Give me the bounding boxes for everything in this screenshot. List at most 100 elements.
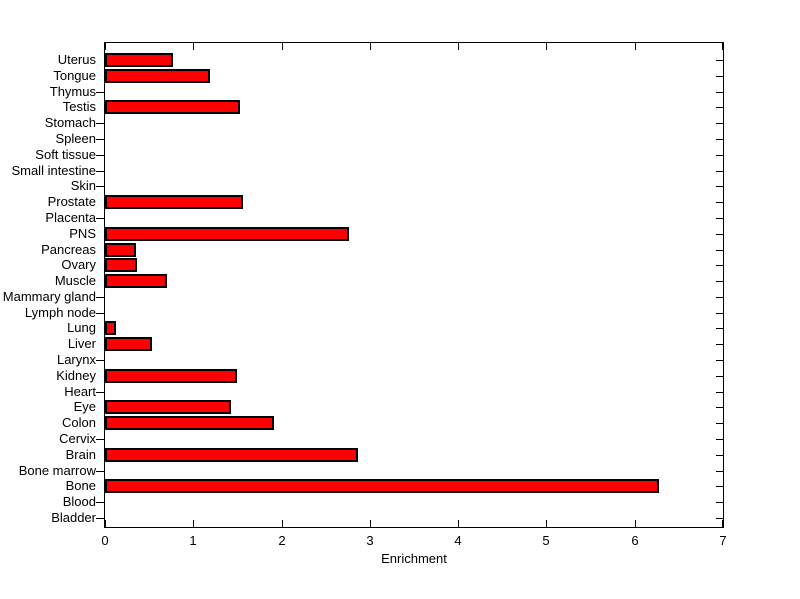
y-tick-label: Bone — [65, 478, 96, 494]
y-tick — [96, 439, 104, 441]
y-tick-label: Pancreas — [41, 241, 96, 257]
x-tick — [635, 43, 636, 50]
y-tick — [96, 170, 104, 172]
x-tick — [458, 43, 459, 50]
y-tick — [716, 297, 723, 298]
y-tick-label: Kidney — [56, 367, 96, 383]
x-tick — [722, 520, 723, 527]
y-tick — [96, 154, 104, 156]
y-tick-label: Soft tissue — [35, 146, 96, 162]
y-tick-label: Stomach — [44, 115, 96, 131]
y-tick — [96, 312, 104, 314]
y-tick — [716, 218, 723, 219]
y-tick — [96, 296, 104, 298]
y-tick-label: Bone marrow — [18, 462, 96, 478]
y-tick — [716, 502, 723, 503]
y-tick — [96, 123, 104, 125]
y-tick-label: Heart — [64, 383, 96, 399]
y-tick-label: PNS — [69, 225, 96, 241]
bar-muscle — [105, 274, 167, 288]
y-tick — [716, 439, 723, 440]
bar-bone — [105, 479, 659, 493]
x-tick — [635, 520, 636, 527]
y-tick — [96, 470, 104, 472]
y-tick-label: Placenta — [45, 209, 96, 225]
y-tick — [716, 139, 723, 140]
y-tick — [716, 265, 723, 266]
x-tick-label: 3 — [366, 533, 374, 548]
y-tick — [716, 155, 723, 156]
y-tick — [96, 138, 104, 140]
y-tick — [716, 407, 723, 408]
bar-pancreas — [105, 243, 136, 257]
y-tick-label: Skin — [70, 178, 96, 194]
y-tick — [716, 107, 723, 108]
x-tick — [193, 43, 194, 50]
x-tick-label: 0 — [101, 533, 109, 548]
y-tick — [716, 360, 723, 361]
y-tick-label: Muscle — [54, 273, 96, 289]
bar-testis — [105, 100, 240, 114]
bar-lung — [105, 321, 116, 335]
y-tick — [716, 202, 723, 203]
y-tick — [716, 423, 723, 424]
x-tick — [722, 43, 723, 50]
y-tick — [716, 344, 723, 345]
y-tick — [716, 60, 723, 61]
bar-ovary — [105, 258, 137, 272]
y-tick — [716, 471, 723, 472]
x-tick — [282, 43, 283, 50]
y-tick — [716, 392, 723, 393]
x-tick-label: 1 — [189, 533, 197, 548]
y-tick — [716, 376, 723, 377]
y-tick-label: Small intestine — [11, 162, 96, 178]
plot-area — [104, 42, 724, 528]
bar-uterus — [105, 53, 173, 67]
y-tick — [96, 518, 104, 519]
y-tick-label: Larynx — [56, 352, 96, 368]
bar-colon — [105, 416, 274, 430]
y-tick — [716, 455, 723, 456]
y-tick-label: Uterus — [57, 52, 96, 67]
x-tick — [370, 520, 371, 527]
x-axis-title: Enrichment — [381, 551, 447, 566]
x-tick-label: 7 — [719, 533, 727, 548]
y-tick-label: Prostate — [47, 194, 96, 210]
y-tick — [96, 186, 104, 188]
x-tick — [105, 43, 106, 50]
y-tick — [96, 360, 104, 362]
y-tick-label: Lung — [67, 320, 96, 336]
x-tick — [546, 520, 547, 527]
y-tick-label: Liver — [67, 336, 96, 352]
bar-eye — [105, 400, 231, 414]
x-tick — [105, 520, 106, 527]
y-tick — [96, 502, 104, 504]
y-tick — [716, 328, 723, 329]
y-tick — [96, 391, 104, 393]
y-tick — [716, 234, 723, 235]
bar-liver — [105, 337, 152, 351]
y-tick — [716, 250, 723, 251]
y-tick-label: Eye — [73, 399, 96, 415]
y-tick-label: Ovary — [61, 257, 96, 273]
x-tick-label: 6 — [631, 533, 639, 548]
y-tick — [716, 92, 723, 93]
y-tick — [716, 186, 723, 187]
bar-kidney — [105, 369, 237, 383]
y-tick-label: Colon — [62, 415, 96, 431]
x-tick — [193, 520, 194, 527]
x-tick-label: 4 — [454, 533, 462, 548]
y-tick-label: Tongue — [53, 67, 96, 83]
y-tick — [716, 281, 723, 282]
y-tick — [96, 217, 104, 219]
x-tick — [546, 43, 547, 50]
y-tick-label: Brain — [65, 446, 96, 462]
y-tick — [96, 91, 104, 93]
bar-tongue — [105, 69, 210, 83]
y-tick-label: Lymph node — [24, 304, 96, 320]
bar-prostate — [105, 195, 243, 209]
x-tick-label: 2 — [278, 533, 286, 548]
y-tick — [716, 123, 723, 124]
y-tick-label: Mammary gland — [2, 288, 96, 304]
x-tick — [458, 520, 459, 527]
